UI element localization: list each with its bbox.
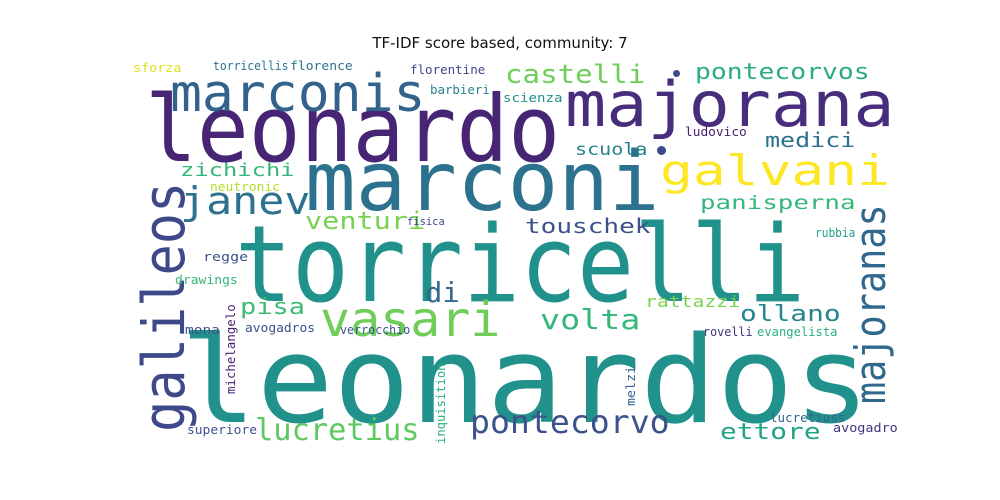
word-janev: janev: [180, 179, 311, 223]
word-zichichi: zichichi: [180, 160, 295, 181]
word-ollano: ollano: [740, 302, 841, 327]
word-mona: mona: [185, 323, 220, 337]
word-majorana: majorana: [565, 68, 895, 141]
word-scienza: scienza: [503, 91, 563, 105]
word-cloud: leonardos torricelli leonardo marconi majora…: [125, 54, 898, 451]
word-drawings: drawings: [175, 273, 238, 287]
word-castelli: castelli: [505, 60, 646, 90]
word-ettore: ettore: [720, 420, 821, 445]
word-rovelli: rovelli: [703, 325, 753, 339]
word-fisica: fisica: [407, 215, 445, 228]
word-barbieri: barbieri: [430, 83, 490, 97]
word-volta: volta: [540, 303, 641, 336]
word-marconi: marconi: [305, 135, 660, 230]
word-vasari: vasari: [320, 292, 501, 348]
word-sforza: sforza: [133, 61, 182, 75]
word-florence: florence: [290, 59, 353, 73]
word-ludovico: ludovico: [685, 125, 747, 139]
word-avogadros: avogadros: [245, 321, 316, 335]
word-venturi: venturi: [305, 207, 426, 235]
word-majoranas: majoranas: [846, 204, 895, 404]
word-dot: [673, 70, 680, 77]
word-neutronic: neutronic: [210, 180, 281, 194]
word-marconis: marconis: [170, 64, 426, 124]
word-scuola: scuola: [575, 140, 648, 160]
word-rubbia: rubbia: [815, 226, 856, 240]
word-di: di: [425, 276, 460, 309]
word-verrocchio: verrocchio: [340, 323, 411, 337]
word-touschek: touschek: [525, 214, 651, 238]
word-inquisition: inquisition: [434, 363, 448, 444]
word-panisperna: panisperna: [700, 192, 856, 214]
word-pisa: pisa: [240, 295, 305, 320]
chart-title: TF-IDF score based, community: 7: [372, 34, 628, 52]
word-rattazzi: rattazzi: [645, 292, 741, 311]
word-regge: regge: [203, 250, 249, 264]
word-avogadro: avogadro: [833, 421, 898, 435]
word-superiore: superiore: [187, 423, 258, 437]
word-michelangelo: michelangelo: [224, 304, 238, 394]
word-florentine: florentine: [410, 63, 486, 77]
word-evangelista: evangelista: [757, 325, 838, 339]
word-galvani: galvani: [660, 146, 891, 195]
word-pontecorvos: pontecorvos: [695, 60, 870, 85]
word-melzi: melzi: [624, 365, 638, 406]
word-torricelli: torricelli: [235, 203, 806, 326]
word-leonardo: leonardo: [145, 76, 561, 183]
word-pontecorvo: pontecorvo: [470, 403, 670, 441]
word-lucretius: lucretius: [255, 413, 420, 448]
word-dot: [657, 146, 666, 155]
word-torricellis: torricellis: [213, 59, 289, 73]
word-leonardos: leonardos: [180, 312, 871, 451]
word-medici: medici: [765, 128, 856, 152]
word-lucretiuss: lucretiuss: [770, 411, 846, 425]
